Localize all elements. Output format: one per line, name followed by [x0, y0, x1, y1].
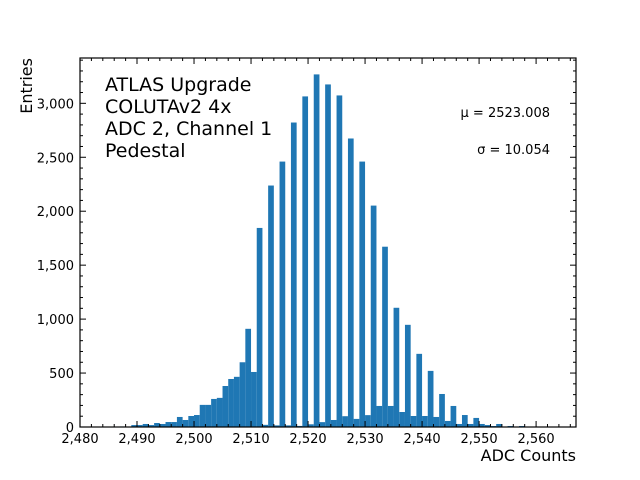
histogram-bar — [171, 422, 177, 427]
annotation-line-4: Pedestal — [105, 140, 186, 162]
histogram-bar — [467, 423, 474, 427]
x-tick-label: 2,550 — [460, 432, 497, 447]
histogram-bar — [336, 95, 343, 427]
histogram-bar — [484, 425, 491, 427]
plot-frame — [79, 57, 577, 428]
annotation-line-3: ADC 2, Channel 1 — [105, 118, 272, 140]
histogram-bar — [273, 425, 280, 427]
histogram-bar — [142, 423, 149, 427]
histogram-bar — [359, 161, 366, 427]
histogram-bar — [382, 246, 388, 427]
histogram-bar — [370, 205, 377, 427]
histogram-bar — [148, 425, 155, 427]
x-tick-label: 2,520 — [289, 432, 326, 447]
sigma-annotation: σ = 10.054 — [477, 143, 550, 158]
histogram-bar — [439, 393, 445, 427]
histogram-bar — [427, 370, 434, 427]
histogram-bar — [308, 424, 314, 427]
mean-annotation: μ = 2523.008 — [461, 106, 550, 121]
histogram-bar — [176, 416, 183, 427]
histogram-bar — [245, 328, 252, 427]
histogram-bar — [479, 423, 485, 427]
histogram-bar — [387, 405, 394, 427]
histogram-bar — [199, 404, 206, 427]
histogram-bar — [330, 419, 337, 427]
histogram-bar — [473, 417, 480, 427]
x-tick-label: 2,530 — [346, 432, 383, 447]
histogram-bar — [450, 405, 457, 427]
histogram-bar — [325, 84, 331, 428]
histogram-bar — [251, 371, 257, 427]
annotation-block: ATLAS Upgrade COLUTAv2 4x ADC 2, Channel… — [105, 74, 272, 162]
annotation-line-2: COLUTAv2 4x — [105, 96, 232, 118]
histogram-bar — [205, 404, 212, 427]
histogram-bar — [319, 422, 326, 427]
y-axis-label: Entries — [17, 58, 36, 114]
histogram-bar — [268, 185, 274, 427]
histogram-bars — [119, 74, 525, 428]
x-tick-label: 2,510 — [232, 432, 269, 447]
histogram-bar — [433, 416, 440, 427]
histogram-bar — [376, 405, 383, 427]
histogram-bar — [461, 415, 468, 427]
y-tick-label: 0 — [66, 421, 74, 436]
y-tick-label: 2,000 — [37, 205, 74, 220]
histogram-bar — [353, 418, 360, 427]
histogram-bar — [279, 161, 286, 427]
x-tick-label: 2,500 — [175, 432, 212, 447]
annotation-line-1: ATLAS Upgrade — [105, 74, 251, 96]
histogram-bar — [256, 227, 263, 427]
histogram-bar — [137, 425, 143, 427]
histogram-bar — [410, 415, 417, 427]
histogram-bar — [285, 425, 291, 427]
histogram-bar — [399, 412, 405, 427]
axes: 2,480 2,490 2,500 2,510 2,520 2,530 2,540 2,550… — [37, 57, 577, 447]
histogram-bar — [154, 423, 160, 427]
histogram-bar — [347, 138, 354, 427]
histogram-bar — [194, 415, 200, 427]
histogram-bar — [404, 324, 411, 427]
y-tick-label: 500 — [49, 367, 74, 382]
histogram-bar — [216, 397, 223, 427]
histogram-bar — [222, 386, 229, 427]
histogram-bar — [131, 425, 138, 427]
x-tick-label: 2,540 — [403, 432, 440, 447]
histogram-bar — [262, 424, 269, 427]
histogram-bar — [496, 423, 502, 427]
histogram-bar — [444, 420, 451, 427]
histogram-bar — [302, 96, 309, 428]
x-tick-label: 2,560 — [517, 432, 554, 447]
y-tick-label: 3,000 — [37, 97, 74, 112]
histogram-bar — [422, 415, 428, 427]
histogram-bar — [188, 415, 195, 427]
histogram-bar — [211, 398, 217, 427]
x-tick-label: 2,480 — [61, 432, 98, 447]
y-tick-label: 2,500 — [37, 151, 74, 166]
histogram-bar — [416, 353, 423, 427]
histogram-bar — [365, 415, 371, 427]
y-tick-label: 1,000 — [37, 313, 74, 328]
histogram-bar — [393, 307, 400, 427]
histogram-bar — [313, 74, 320, 428]
histogram-bar — [233, 376, 240, 427]
histogram-bar — [182, 419, 189, 427]
histogram-bar — [342, 416, 348, 427]
histogram-bar — [165, 422, 172, 427]
y-tick-label: 1,500 — [37, 259, 74, 274]
x-tick-label: 2,490 — [118, 432, 155, 447]
histogram-bar — [239, 362, 246, 427]
histogram-bar — [290, 122, 297, 427]
histogram-bar — [228, 378, 234, 427]
x-axis-label: ADC Counts — [481, 446, 576, 465]
histogram-bar — [456, 423, 462, 427]
histogram-bar — [159, 423, 166, 427]
